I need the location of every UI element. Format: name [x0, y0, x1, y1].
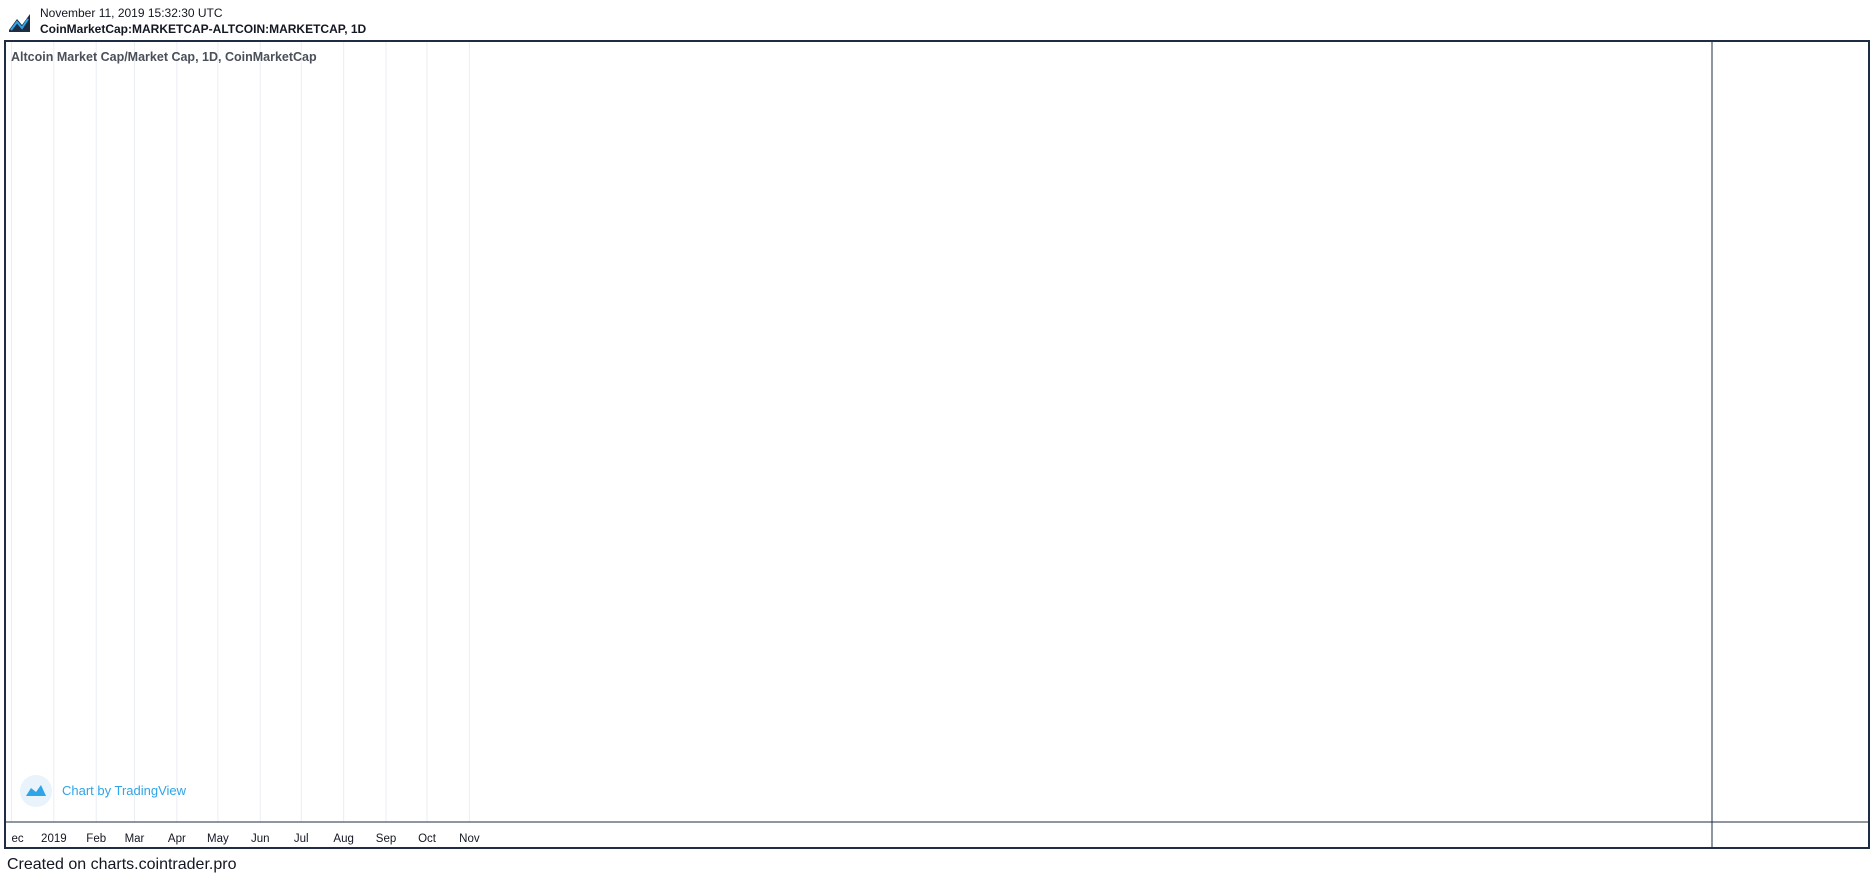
x-tick-label: Apr [168, 833, 186, 845]
x-tick-label: Nov [459, 833, 480, 845]
grid-lines [10, 42, 470, 822]
tradingview-watermark-icon [20, 775, 52, 807]
x-tick-label: Aug [333, 833, 353, 845]
x-tick-label: Jun [251, 833, 270, 845]
x-tick-label: Oct [418, 833, 437, 845]
watermark-label[interactable]: Chart by TradingView [62, 783, 187, 798]
x-tick-label: Mar [125, 833, 145, 845]
x-tick-label: Sep [376, 833, 396, 845]
tradingview-logo-icon [8, 10, 32, 34]
symbol-name: CoinMarketCap:MARKETCAP-ALTCOIN:MARKETCA… [40, 22, 367, 36]
x-tick-label: May [207, 833, 229, 845]
x-tick-label: Jul [294, 833, 309, 845]
x-tick-label: 2019 [41, 833, 67, 845]
time-axis[interactable]: ec 2019 Feb Mar Apr May Jun Jul Aug Sep Oct Nov [6, 821, 1868, 845]
tradingview-watermark[interactable]: Chart by TradingView [20, 775, 187, 807]
price-axis[interactable]: 165000000000.0000000000155000000000.0000… [1711, 0, 1863, 849]
chart-header: November 11, 2019 15:32:30 UTC CoinMarke… [0, 0, 1874, 42]
chart-frame [4, 40, 1870, 849]
footer-credit: Created on charts.cointrader.pro [7, 856, 237, 873]
x-tick-label: Feb [86, 833, 106, 845]
cloud-icon [26, 785, 46, 796]
snapshot-datetime: November 11, 2019 15:32:30 UTC [40, 6, 223, 20]
chart-title: Altcoin Market Cap/Market Cap, 1D, CoinM… [11, 50, 317, 64]
x-tick-label: ec [11, 833, 23, 845]
